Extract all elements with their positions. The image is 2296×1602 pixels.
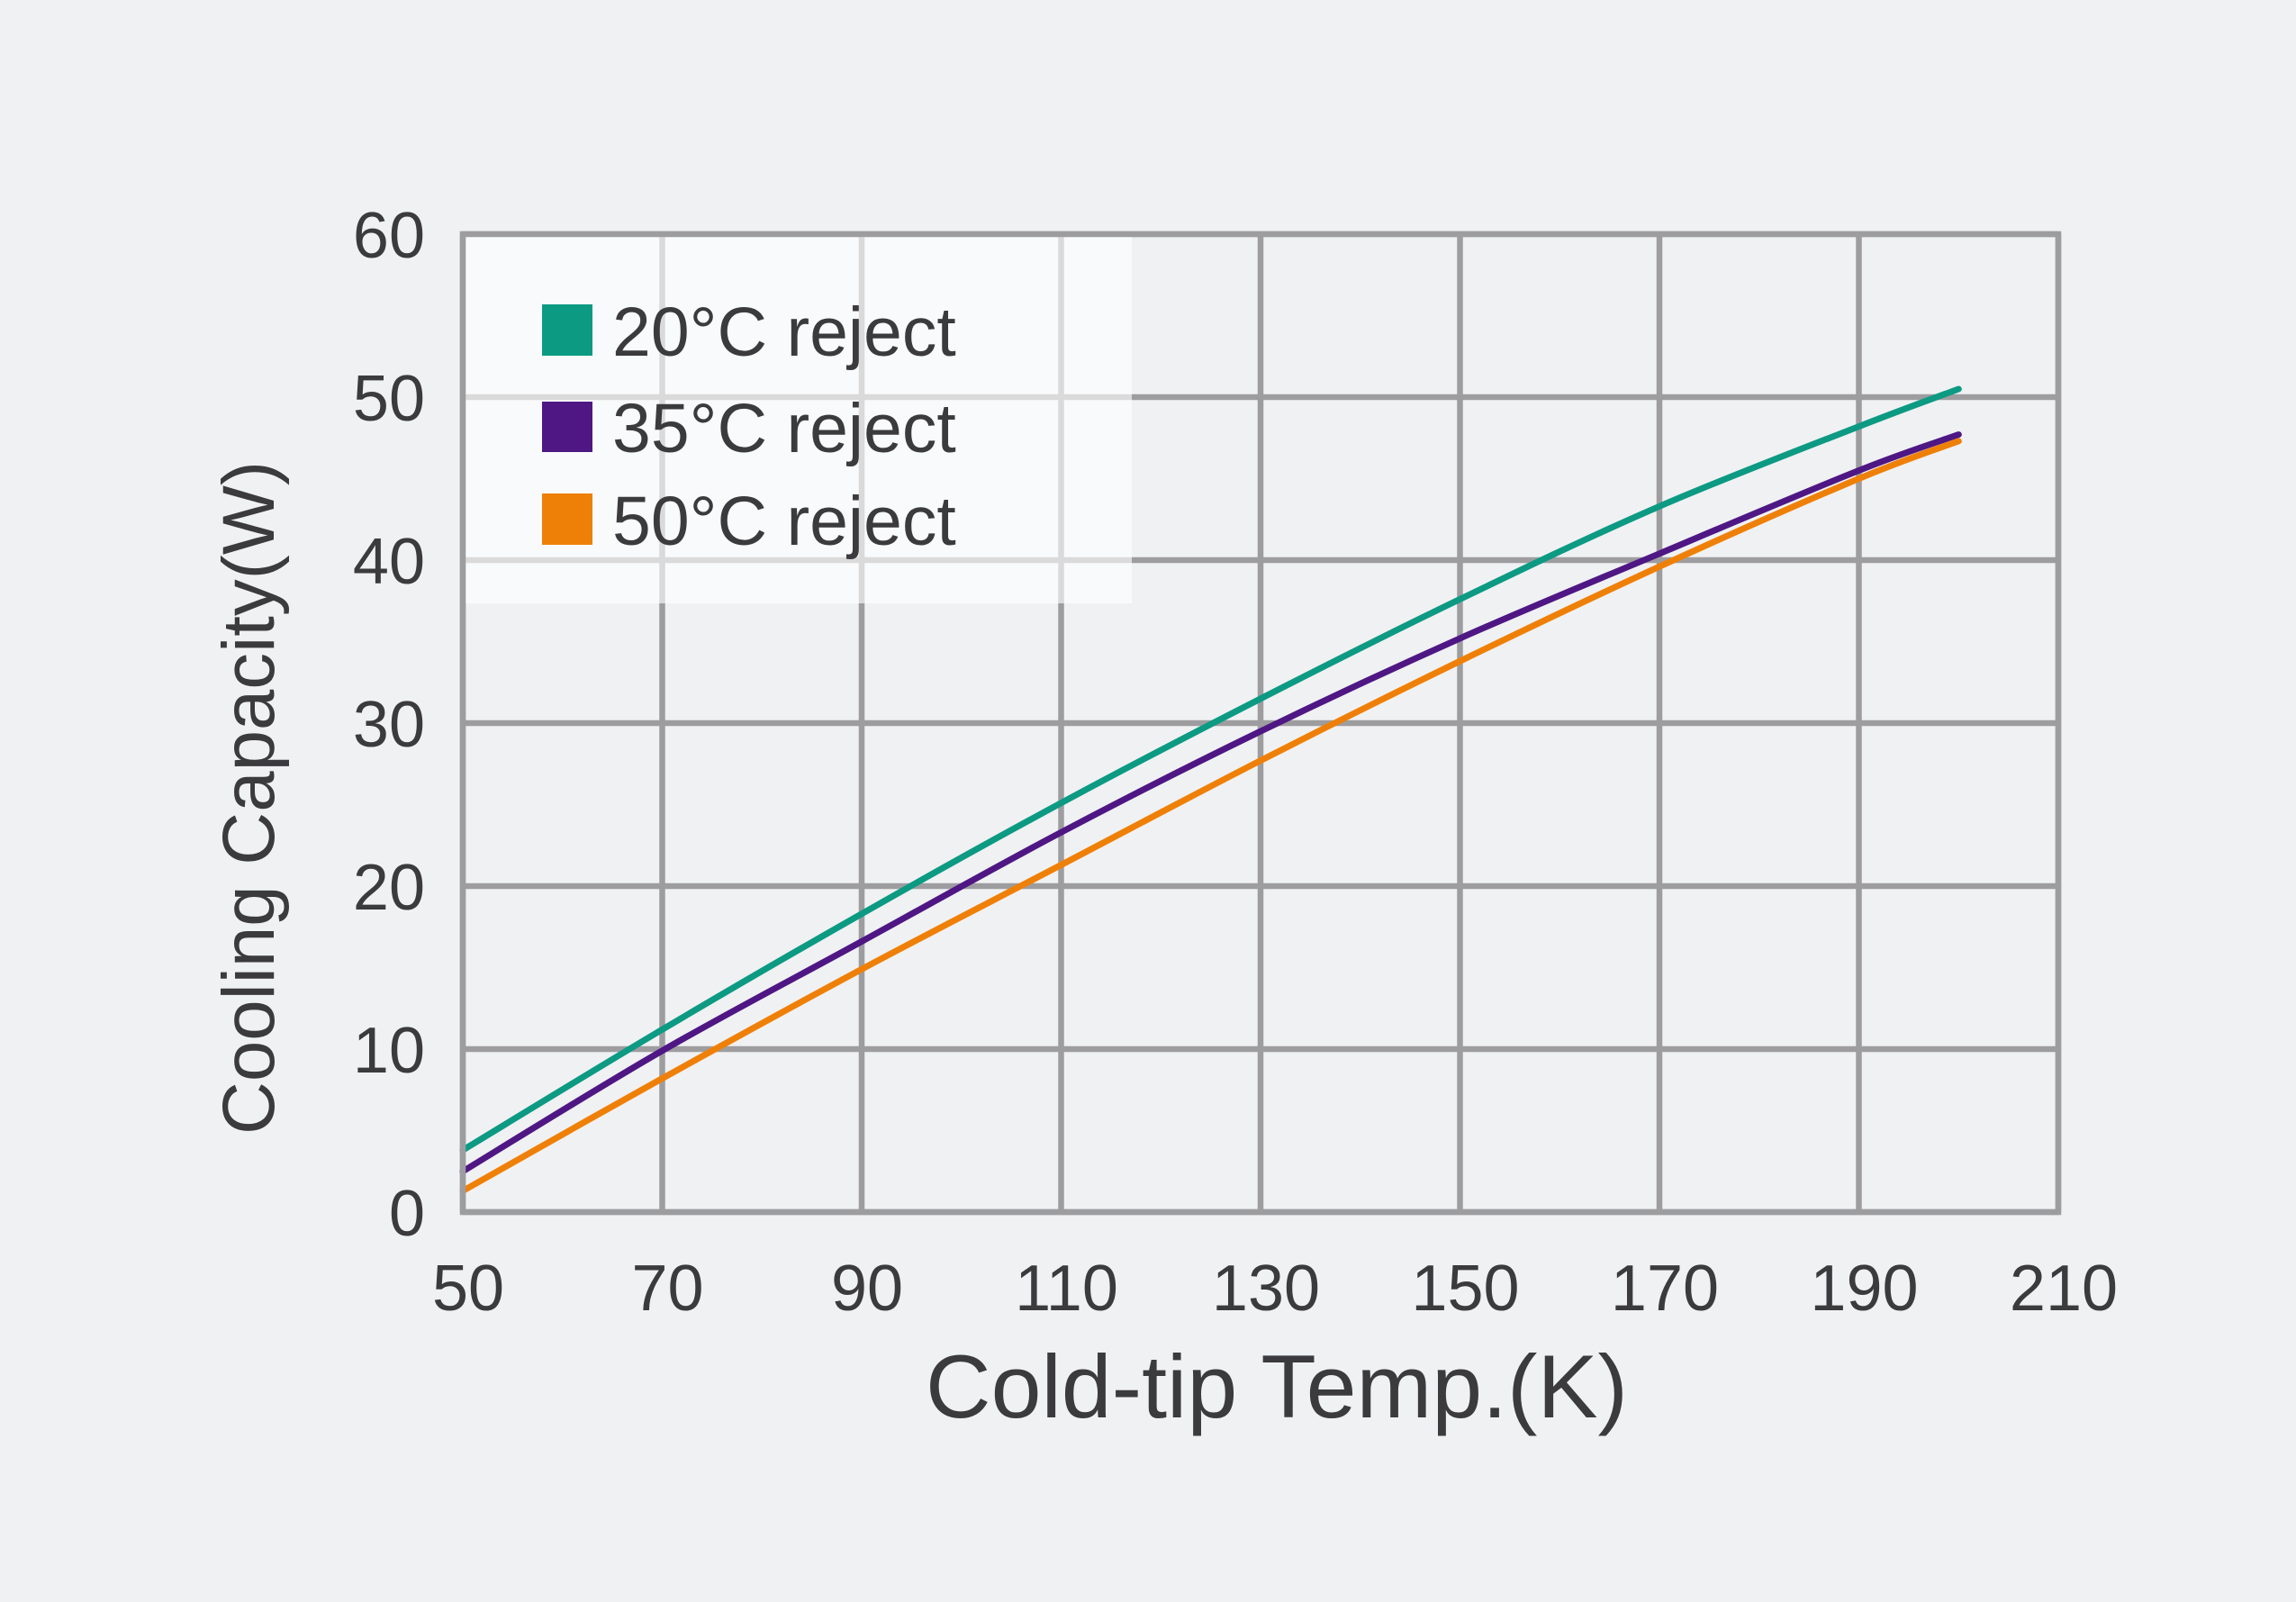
x-axis-title: Cold-tip Temp.(K) [926, 1336, 1628, 1436]
x-tick-label: 150 [1411, 1253, 1519, 1325]
y-tick-label: 30 [353, 689, 425, 761]
y-tick-label: 40 [353, 526, 425, 598]
legend: 20°C reject 35°C reject 50°C reject [542, 294, 956, 560]
legend-swatch [542, 493, 592, 545]
y-axis-title: Cooling Capacity(W) [208, 461, 290, 1135]
x-tick-label: 210 [2010, 1253, 2118, 1325]
x-tick-label: 130 [1212, 1253, 1320, 1325]
legend-item: 35°C reject [542, 390, 956, 467]
y-tick-label: 60 [353, 200, 425, 272]
x-tick-label: 50 [432, 1253, 504, 1325]
legend-swatch [542, 402, 592, 452]
x-tick-label: 110 [1015, 1253, 1118, 1325]
legend-item: 20°C reject [542, 294, 956, 371]
x-tick-labels: 50 70 90 110 130 150 170 190 210 [432, 1253, 2118, 1325]
y-tick-label: 0 [389, 1178, 425, 1250]
y-tick-label: 20 [353, 852, 425, 924]
series-line-1 [459, 431, 1962, 1175]
x-tick-label: 170 [1611, 1253, 1719, 1325]
y-tick-label: 50 [353, 363, 425, 435]
legend-label: 50°C reject [612, 483, 956, 560]
legend-item: 50°C reject [542, 483, 956, 560]
series-line-2 [459, 438, 1962, 1194]
plot-frame [459, 231, 2062, 1216]
series-line-0 [459, 385, 1962, 1154]
x-tick-label: 90 [831, 1253, 903, 1325]
legend-swatch [542, 304, 592, 356]
legend-label: 20°C reject [612, 294, 956, 371]
y-tick-label: 10 [353, 1015, 425, 1087]
legend-label: 35°C reject [612, 390, 956, 467]
series-lines [459, 385, 1962, 1194]
y-tick-labels: 0 10 20 30 40 50 60 [353, 200, 425, 1250]
x-tick-label: 190 [1810, 1253, 1918, 1325]
x-tick-label: 70 [631, 1253, 703, 1325]
